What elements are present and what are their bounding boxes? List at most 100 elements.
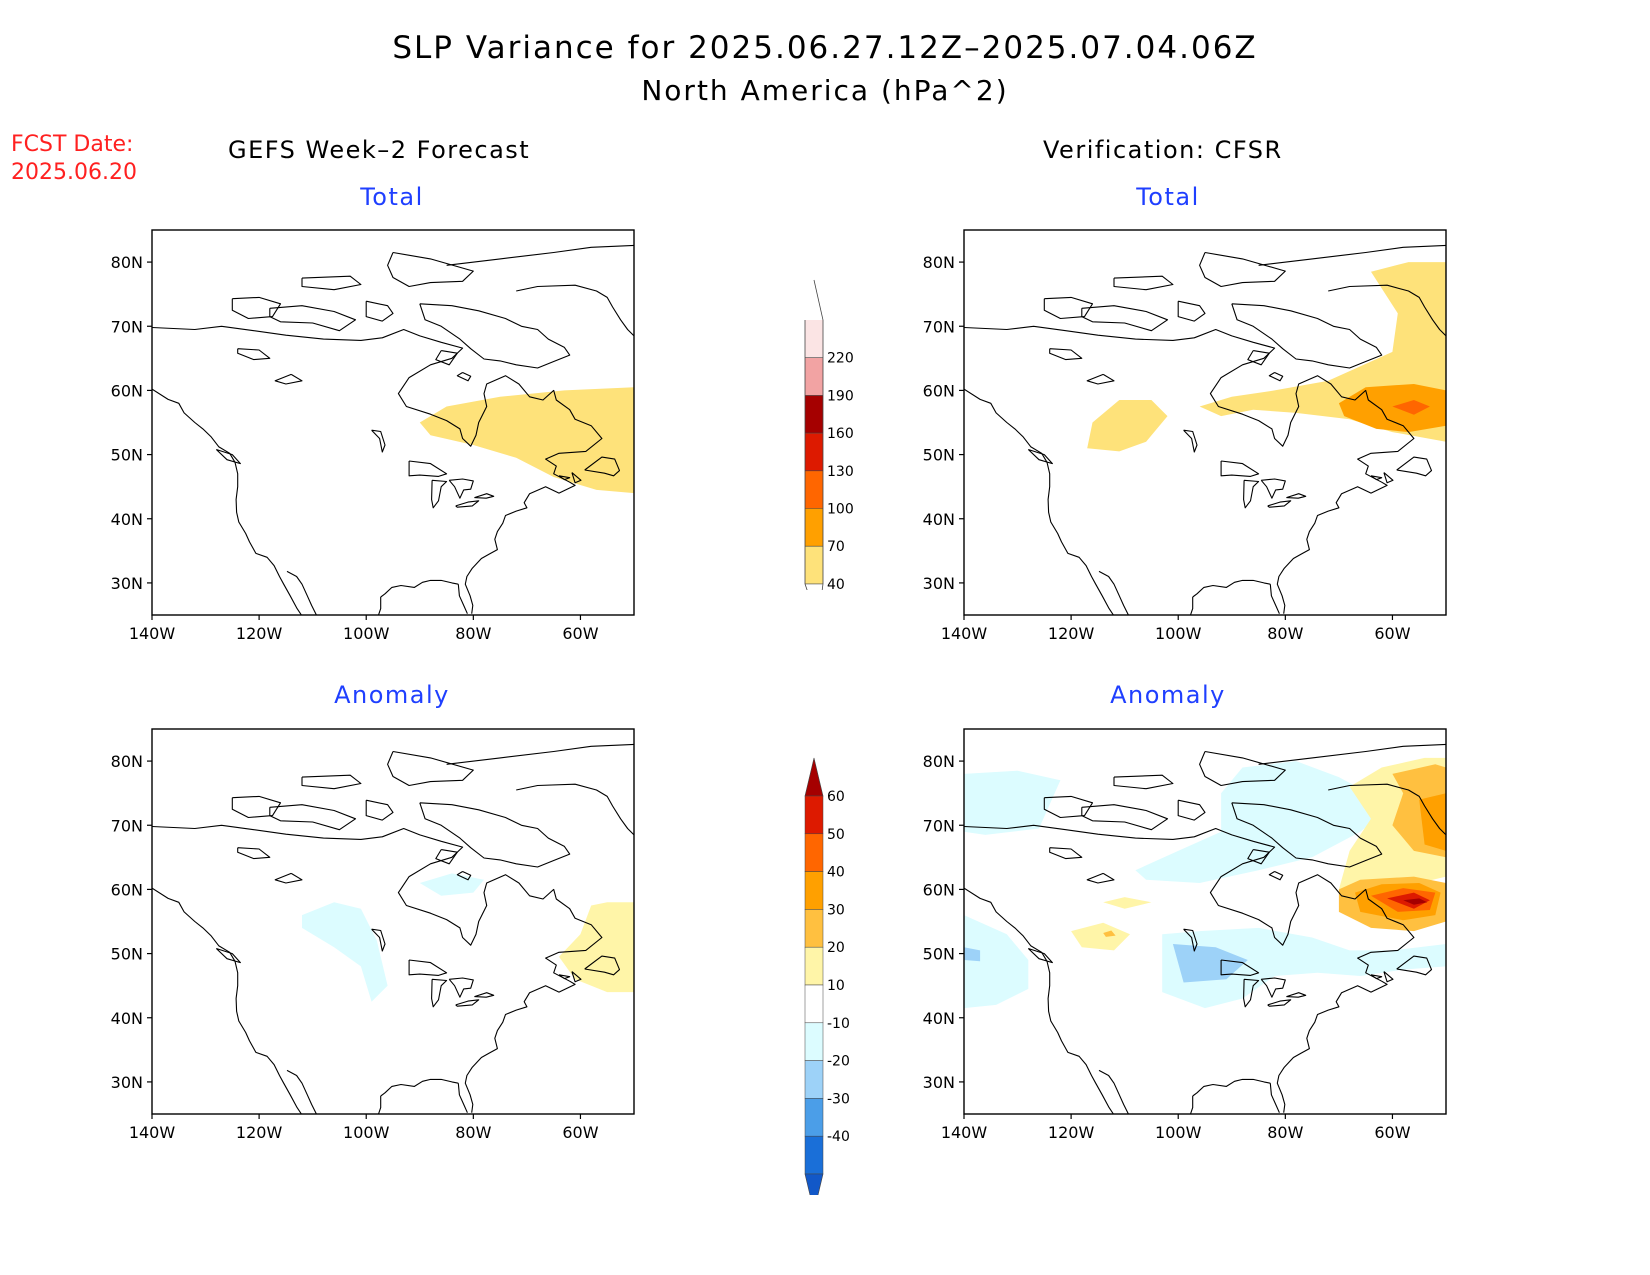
coastline (301, 275, 362, 291)
coastline (446, 743, 634, 765)
shaded-region (964, 770, 1061, 835)
colorbar-swatch (805, 546, 823, 584)
coastline (1183, 928, 1198, 952)
map-frame (963, 728, 1447, 1115)
coastline (1260, 977, 1286, 998)
coastline (408, 959, 448, 976)
coastline (377, 1096, 382, 1114)
coastline (1177, 799, 1206, 821)
lat-tick-label: 80N (923, 752, 955, 771)
shaded-region (1087, 400, 1168, 452)
coastline (274, 872, 303, 884)
coastline (457, 584, 468, 614)
lat-tick-label: 60N (111, 381, 143, 400)
lon-tick-label: 80W (455, 624, 491, 643)
coastline (456, 372, 472, 382)
coastline (1328, 284, 1446, 337)
shaded-region (1172, 944, 1248, 983)
colorbar-anomaly: 60 50 40 30 20 10 -10 -20 -30 -40 (804, 757, 850, 1195)
colorbar-label: 40 (827, 577, 845, 590)
colorbar-label: 190 (827, 388, 854, 404)
lat-tick-label: 80N (923, 253, 955, 272)
colorbar-label: 220 (827, 351, 854, 367)
coastline (1081, 305, 1169, 332)
lat-tick-label: 70N (923, 317, 955, 336)
lat-tick-label: 30N (111, 574, 143, 593)
colorbar-label: 100 (827, 502, 854, 518)
fcst-date-label: FCST Date: (11, 132, 134, 157)
colorbar-swatch (805, 470, 823, 509)
coastline (1396, 456, 1433, 477)
coastline (435, 350, 458, 366)
colorbar-top-arrow (804, 757, 824, 797)
lon-tick-label: 100W (343, 1123, 390, 1142)
coastline (408, 460, 448, 477)
coastline (419, 303, 571, 369)
coastline (371, 928, 386, 952)
coastline (274, 373, 303, 385)
coastline (1269, 584, 1280, 614)
coastline (584, 955, 621, 976)
coastline (152, 388, 302, 615)
shaded-region (964, 947, 981, 962)
coastline (584, 456, 621, 477)
coastline (1177, 300, 1206, 322)
colorbar-label: 130 (827, 464, 854, 480)
chart-title: SLP Variance for 2025.06.27.12Z–2025.07.… (392, 30, 1258, 66)
lon-tick-label: 100W (1155, 624, 1202, 643)
coastline (152, 887, 302, 1114)
lon-tick-label: 60W (1374, 1123, 1410, 1142)
coastline (1370, 974, 1383, 980)
lon-tick-label: 140W (129, 624, 176, 643)
coastline (1268, 871, 1284, 881)
shaded-region (1135, 761, 1393, 883)
coastline (269, 305, 357, 332)
verification-column-title: Verification: CFSR (1043, 136, 1283, 164)
coastline (1189, 597, 1194, 615)
lon-tick-label: 120W (1048, 1123, 1095, 1142)
coastline (1199, 750, 1286, 787)
coastline (1258, 244, 1446, 266)
coastline (964, 325, 1415, 614)
lon-tick-label: 120W (236, 1123, 283, 1142)
coastline (215, 448, 241, 465)
colorbar-swatch (805, 508, 823, 547)
coastline (474, 992, 495, 998)
colorbar-swatch (805, 357, 823, 396)
lon-tick-label: 140W (941, 624, 988, 643)
coastline (380, 579, 459, 598)
lat-tick-label: 40N (923, 510, 955, 529)
coastline (1043, 296, 1094, 320)
coastline (1049, 847, 1083, 860)
lat-tick-label: 40N (111, 1009, 143, 1028)
colorbar-total: 220 190 160 130 100 70 40 (804, 279, 854, 590)
shaded-region (419, 387, 634, 494)
colorbar-label: 30 (827, 902, 845, 918)
colorbar-swatch (804, 1135, 824, 1175)
lat-tick-label: 80N (111, 253, 143, 272)
lon-tick-label: 80W (1267, 1123, 1303, 1142)
colorbar-swatch (804, 1022, 824, 1061)
coastline (237, 348, 271, 361)
lon-tick-label: 60W (562, 624, 598, 643)
coastline (456, 871, 472, 881)
lat-tick-label: 70N (923, 816, 955, 835)
coastline (231, 795, 282, 819)
colorbar-swatch (804, 795, 824, 835)
lat-tick-label: 50N (923, 945, 955, 964)
map-forecast-anomaly: 80N 70N 60N 50N 40N 30N 140W 120W 100W 80W 60W (111, 728, 635, 1142)
coastline (1086, 373, 1115, 385)
fcst-date-value: 2025.06.20 (11, 160, 137, 185)
map-verification-anomaly: 80N 70N 60N 50N 40N 30N 140W 120W 100W 80W 60W (923, 728, 1447, 1142)
colorbar-swatch (804, 871, 824, 910)
colorbar-swatch (805, 320, 823, 358)
coastline (1098, 570, 1129, 615)
coastline (387, 251, 474, 288)
coastline (1383, 472, 1394, 484)
map-verification-total: 80N 70N 60N 50N 40N 30N 140W 120W 100W 80W 60W (923, 229, 1447, 643)
colorbar-swatch (804, 833, 824, 872)
coastline (1258, 743, 1446, 765)
coastline (1247, 849, 1270, 865)
lat-tick-label: 30N (111, 1073, 143, 1092)
lon-tick-label: 100W (343, 624, 390, 643)
